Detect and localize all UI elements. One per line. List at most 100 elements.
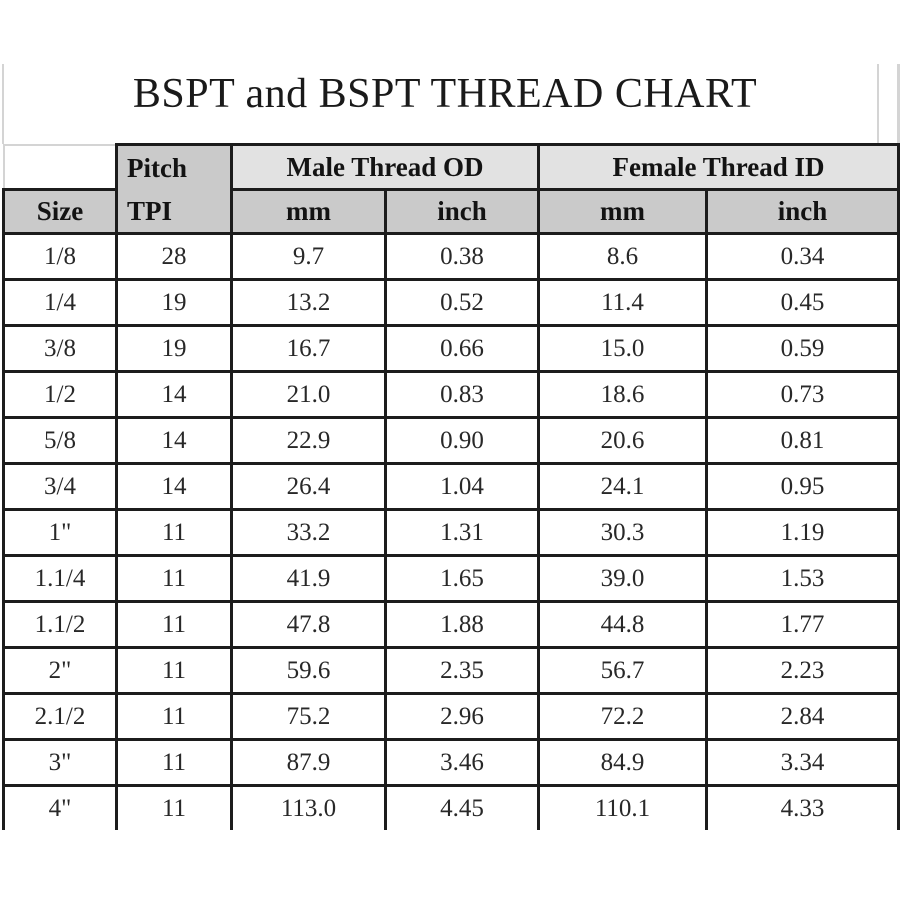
table-cell: 0.83 bbox=[383, 370, 541, 419]
table-row: 3/8 19 16.7 0.66 15.0 0.59 bbox=[2, 324, 900, 373]
table-row: 5/8 14 22.9 0.90 20.6 0.81 bbox=[2, 416, 900, 465]
table-row: 1" 11 33.2 1.31 30.3 1.19 bbox=[2, 508, 900, 557]
table-cell: 3.34 bbox=[705, 738, 900, 787]
table-cell: 33.2 bbox=[230, 508, 387, 557]
thread-chart-table: Pitch TPI Male Thread OD Female Thread I… bbox=[2, 143, 900, 830]
table-cell: 0.34 bbox=[705, 232, 900, 281]
table-row: 1/2 14 21.0 0.83 18.6 0.73 bbox=[2, 370, 900, 419]
faint-right-line-1 bbox=[877, 64, 879, 143]
table-cell: 47.8 bbox=[230, 600, 387, 649]
table-cell: 0.90 bbox=[383, 416, 541, 465]
table-cell: 56.7 bbox=[537, 646, 709, 695]
table-cell: 1/4 bbox=[2, 278, 118, 327]
table-cell: 1.19 bbox=[705, 508, 900, 557]
table-cell: 110.1 bbox=[537, 784, 709, 830]
table-cell: 11 bbox=[115, 784, 233, 830]
table-cell: 0.45 bbox=[705, 278, 900, 327]
faint-left-line bbox=[2, 64, 4, 144]
table-cell: 113.0 bbox=[230, 784, 387, 830]
pitch-header-label: Pitch bbox=[127, 153, 187, 183]
table-cell: 11 bbox=[115, 508, 233, 557]
header-sub-row: Size mm inch mm inch bbox=[2, 188, 900, 235]
male-thread-od-header: Male Thread OD bbox=[229, 143, 541, 191]
table-cell: 11 bbox=[115, 692, 233, 741]
table-cell: 28 bbox=[115, 232, 233, 281]
table-cell: 0.59 bbox=[705, 324, 900, 373]
table-row: 3/4 14 26.4 1.04 24.1 0.95 bbox=[2, 462, 900, 511]
pitch-tpi-header: Pitch TPI bbox=[115, 143, 233, 235]
table-cell: 18.6 bbox=[537, 370, 709, 419]
table-cell: 11 bbox=[115, 554, 233, 603]
table-cell: 2.96 bbox=[383, 692, 541, 741]
table-row: 1/4 19 13.2 0.52 11.4 0.45 bbox=[2, 278, 900, 327]
table-cell: 19 bbox=[115, 278, 233, 327]
female-mm-header: mm bbox=[537, 188, 709, 235]
table-cell: 4" bbox=[2, 784, 118, 830]
table-cell: 24.1 bbox=[537, 462, 709, 511]
table-cell: 22.9 bbox=[230, 416, 387, 465]
table-cell: 26.4 bbox=[230, 462, 387, 511]
table-cell: 1.1/4 bbox=[2, 554, 118, 603]
table-row: 2.1/2 11 75.2 2.96 72.2 2.84 bbox=[2, 692, 900, 741]
table-cell: 1.88 bbox=[383, 600, 541, 649]
tpi-header-label: TPI bbox=[127, 196, 173, 226]
table-cell: 4.45 bbox=[383, 784, 541, 830]
table-row: 1.1/2 11 47.8 1.88 44.8 1.77 bbox=[2, 600, 900, 649]
table-cell: 11 bbox=[115, 646, 233, 695]
table-cell: 1.65 bbox=[383, 554, 541, 603]
table-cell: 4.33 bbox=[705, 784, 900, 830]
table-cell: 0.66 bbox=[383, 324, 541, 373]
table-cell: 1.77 bbox=[705, 600, 900, 649]
header-group-row: Pitch TPI Male Thread OD Female Thread I… bbox=[2, 143, 900, 235]
table-cell: 0.52 bbox=[383, 278, 541, 327]
table-cell: 14 bbox=[115, 416, 233, 465]
table-cell: 2.23 bbox=[705, 646, 900, 695]
table-cell: 2.35 bbox=[383, 646, 541, 695]
table-cell: 1.04 bbox=[383, 462, 541, 511]
corner-cell bbox=[2, 143, 118, 191]
table-row: 3" 11 87.9 3.46 84.9 3.34 bbox=[2, 738, 900, 787]
table-cell: 11.4 bbox=[537, 278, 709, 327]
table-cell: 3/8 bbox=[2, 324, 118, 373]
table-row: 1/8 28 9.7 0.38 8.6 0.34 bbox=[2, 232, 900, 281]
table-cell: 1.31 bbox=[383, 508, 541, 557]
table-cell: 1" bbox=[2, 508, 118, 557]
table-cell: 13.2 bbox=[230, 278, 387, 327]
table-cell: 9.7 bbox=[230, 232, 387, 281]
table-cell: 3/4 bbox=[2, 462, 118, 511]
table-cell: 19 bbox=[115, 324, 233, 373]
table-row: 4" 11 113.0 4.45 110.1 4.33 bbox=[2, 784, 900, 830]
page-title: BSPT and BSPT THREAD CHART bbox=[132, 71, 758, 117]
table-cell: 15.0 bbox=[537, 324, 709, 373]
female-thread-id-header: Female Thread ID bbox=[537, 143, 900, 191]
table-cell: 72.2 bbox=[537, 692, 709, 741]
faint-right-line-2 bbox=[897, 64, 900, 143]
female-inch-header: inch bbox=[705, 188, 900, 235]
male-mm-header: mm bbox=[230, 188, 387, 235]
size-header: Size bbox=[2, 188, 118, 235]
table-cell: 3" bbox=[2, 738, 118, 787]
table-cell: 16.7 bbox=[230, 324, 387, 373]
table-cell: 84.9 bbox=[537, 738, 709, 787]
table-cell: 87.9 bbox=[230, 738, 387, 787]
table-body: 1/8 28 9.7 0.38 8.6 0.34 1/4 19 13.2 0.52 11.4 0.45… bbox=[2, 232, 900, 830]
table-cell: 1.53 bbox=[705, 554, 900, 603]
table-cell: 39.0 bbox=[537, 554, 709, 603]
table-cell: 0.95 bbox=[705, 462, 900, 511]
table-cell: 0.73 bbox=[705, 370, 900, 419]
table-row: 2" 11 59.6 2.35 56.7 2.23 bbox=[2, 646, 900, 695]
table-cell: 11 bbox=[115, 738, 233, 787]
table-cell: 2" bbox=[2, 646, 118, 695]
table-cell: 41.9 bbox=[230, 554, 387, 603]
table-cell: 14 bbox=[115, 462, 233, 511]
table-cell: 2.84 bbox=[705, 692, 900, 741]
table-cell: 30.3 bbox=[537, 508, 709, 557]
table-cell: 0.38 bbox=[383, 232, 541, 281]
table-cell: 59.6 bbox=[230, 646, 387, 695]
table-cell: 11 bbox=[115, 600, 233, 649]
table-cell: 1/2 bbox=[2, 370, 118, 419]
male-inch-header: inch bbox=[383, 188, 541, 235]
table-cell: 2.1/2 bbox=[2, 692, 118, 741]
table-cell: 20.6 bbox=[537, 416, 709, 465]
table-cell: 14 bbox=[115, 370, 233, 419]
